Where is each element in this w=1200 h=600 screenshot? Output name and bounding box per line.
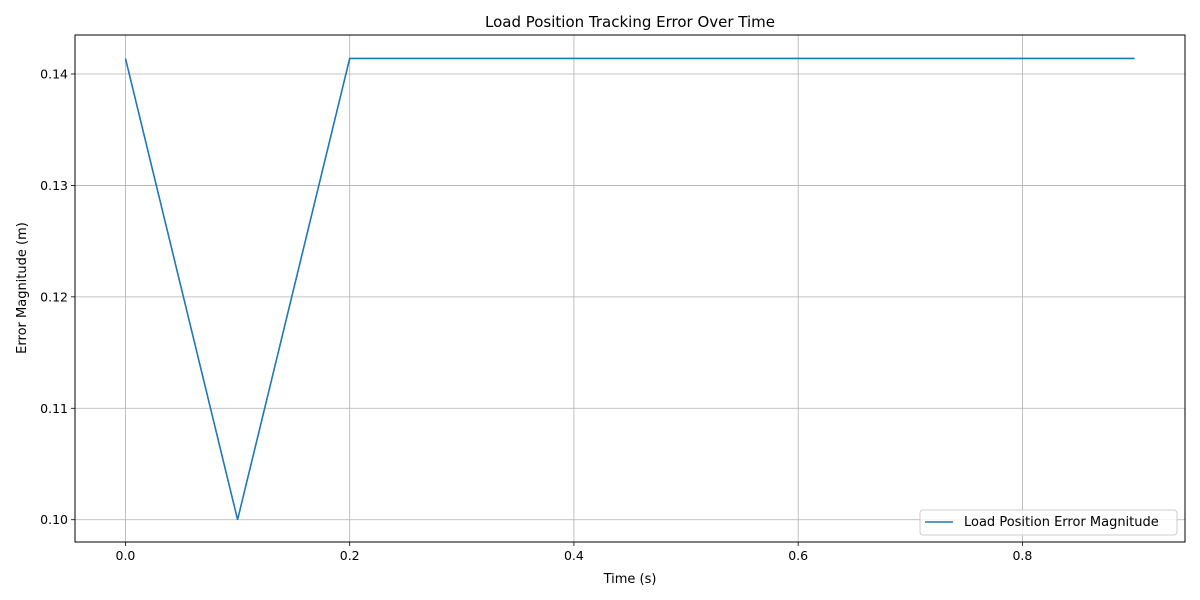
y-tick-label: 0.13 [40,178,68,193]
y-tick-label: 0.12 [40,289,68,304]
x-tick-label: 0.4 [564,548,584,563]
series-layer [124,57,1135,520]
y-axis-label: Error Magnitude (m) [15,222,30,354]
y-tick-label: 0.11 [40,401,68,416]
x-tick-label: 0.8 [1012,548,1032,563]
x-tick-label: 0.2 [340,548,360,563]
legend: Load Position Error Magnitude [919,509,1178,536]
ticks: 0.0 0.2 0.4 0.6 0.8 0.10 0.11 0.12 0.13 0.14 [40,67,1032,564]
grid [75,35,1185,542]
legend-label: Load Position Error Magnitude [964,515,1159,530]
y-tick-label: 0.14 [40,67,68,82]
series-line-load-position-error [124,57,1135,520]
x-tick-label: 0.0 [116,548,136,563]
x-tick-label: 0.6 [788,548,808,563]
chart-title: Load Position Tracking Error Over Time [485,13,775,31]
x-axis-label: Time (s) [603,572,657,587]
plot-frame [74,34,1186,543]
legend-box [919,509,1178,536]
y-tick-label: 0.10 [40,512,68,527]
